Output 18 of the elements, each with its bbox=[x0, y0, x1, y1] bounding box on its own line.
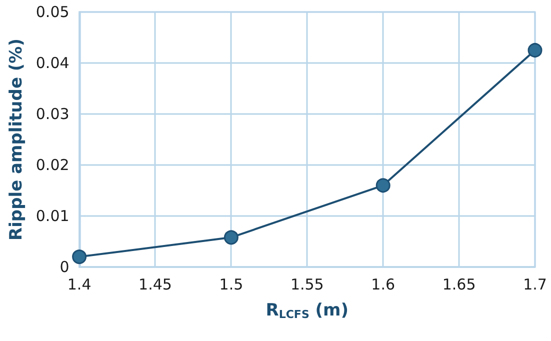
point bbox=[528, 43, 542, 58]
y-tick-label: 0.04 bbox=[36, 54, 70, 72]
x-tick-label: 1.7 bbox=[523, 276, 547, 294]
y-tick-label: 0.03 bbox=[36, 105, 70, 123]
y-tick-label: 0.05 bbox=[36, 3, 70, 21]
point bbox=[224, 230, 238, 245]
y-tick-label: 0 bbox=[60, 258, 70, 276]
point bbox=[376, 178, 390, 193]
x-tick-label: 1.55 bbox=[290, 276, 324, 294]
x-tick-label: 1.45 bbox=[138, 276, 172, 294]
x-tick-label: 1.4 bbox=[67, 276, 92, 294]
y-tick-label: 0.02 bbox=[36, 156, 70, 174]
point bbox=[72, 250, 87, 264]
x-tick-label: 1.6 bbox=[371, 276, 396, 294]
x-tick-label: 1.65 bbox=[442, 276, 476, 294]
x-tick-label: 1.5 bbox=[219, 276, 244, 294]
y-axis-title: Ripple amplitude (%) bbox=[6, 38, 26, 240]
y-tick-label: 0.01 bbox=[36, 207, 70, 225]
